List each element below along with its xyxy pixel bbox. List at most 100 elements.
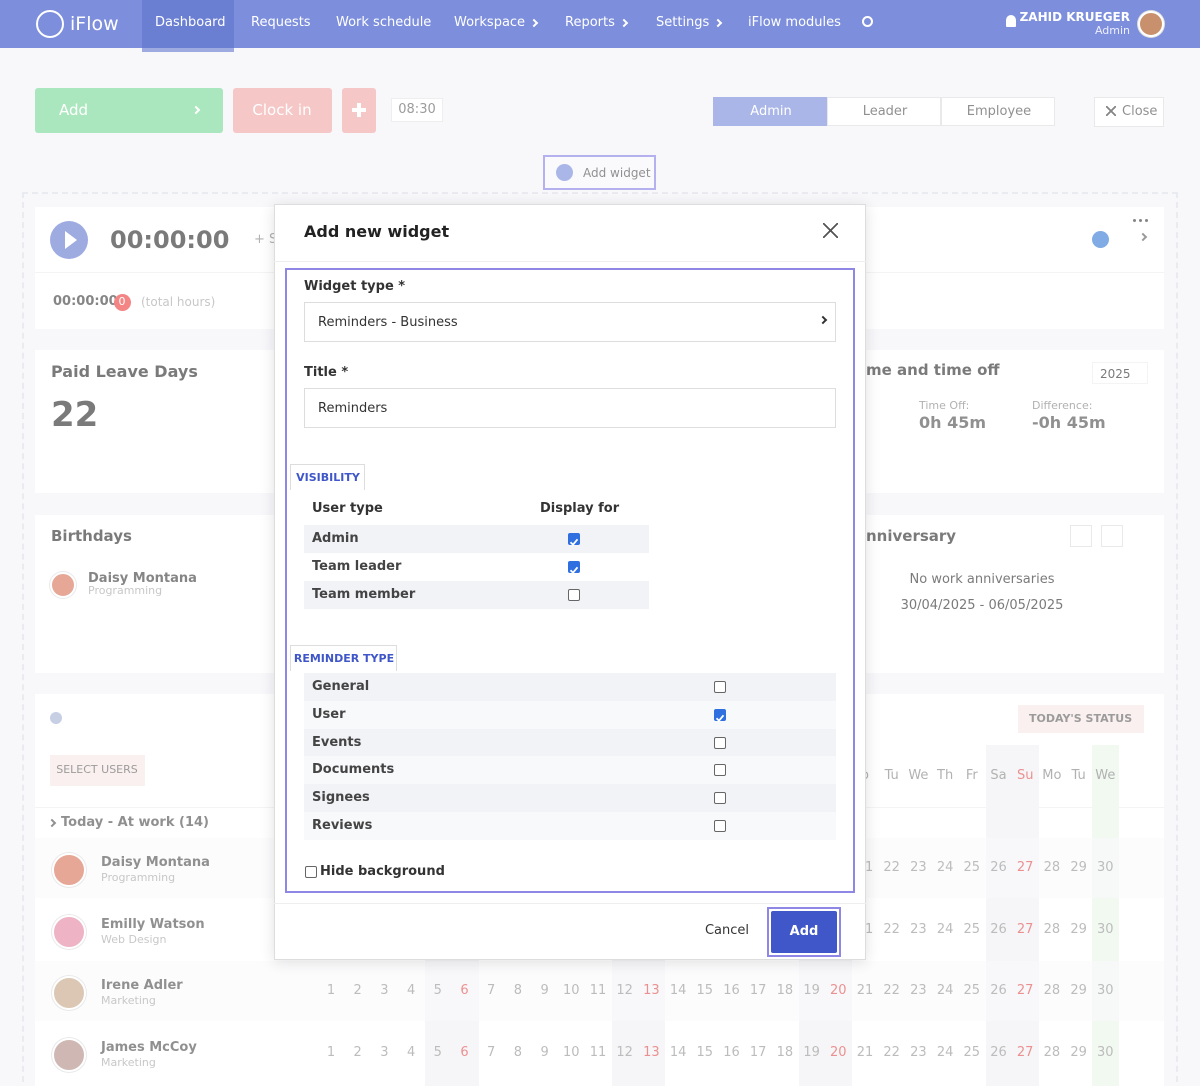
checkbox[interactable] [714, 708, 726, 722]
view-tab[interactable]: Leader [827, 97, 941, 126]
nav-active [142, 0, 234, 52]
view-tab[interactable]: Employee [941, 97, 1055, 126]
row-bg [304, 728, 836, 757]
title-input[interactable]: Reminders [304, 388, 836, 428]
nav-item[interactable]: Requests [251, 15, 311, 30]
day-number: 26 [990, 860, 1007, 875]
checkbox[interactable] [568, 561, 580, 575]
check-icon [569, 566, 579, 575]
clock-in-button[interactable]: Clock in [233, 88, 332, 133]
day-number: 24 [936, 1045, 954, 1061]
submit-label: Add [789, 924, 819, 939]
timer-note: (total hours) [141, 295, 216, 309]
time-off-title: me and time off [866, 361, 1000, 379]
day-number: 13 [643, 1045, 660, 1061]
checkbox[interactable] [714, 764, 726, 777]
view-label: Admin [750, 104, 792, 119]
day-number: 18 [776, 983, 794, 999]
status-filter[interactable]: TODAY'S STATUS [1018, 705, 1144, 733]
menu-dot [1145, 219, 1148, 222]
user-name: ZAHID KRUEGER [1019, 10, 1130, 24]
day-number: 2 [353, 983, 362, 999]
day-number: 13 [643, 983, 660, 999]
day-number: 12 [616, 983, 633, 999]
weekend-column [985, 745, 1013, 1086]
submit-highlight [767, 907, 841, 957]
nav-item[interactable]: Reports [565, 15, 615, 30]
anniversary-title: nniversary [866, 527, 957, 545]
nav-item[interactable]: iFlow modules [748, 15, 841, 30]
day-number: 20 [830, 983, 847, 999]
day-number: 3 [380, 983, 389, 999]
checkbox[interactable] [714, 736, 726, 749]
day-number: 14 [669, 983, 687, 999]
day-number: 25 [963, 983, 981, 999]
prev-button[interactable] [1070, 525, 1092, 547]
nav-item[interactable]: Dashboard [155, 15, 226, 30]
checkbox[interactable] [714, 792, 726, 805]
day-number: 24 [936, 983, 954, 999]
day-number: 18 [776, 1045, 794, 1061]
add-button[interactable]: Add [35, 88, 223, 133]
day-number: 7 [487, 983, 496, 999]
day-number: 29 [1070, 921, 1087, 937]
day-number: 3 [380, 1045, 389, 1061]
cancel-button[interactable]: Cancel [704, 923, 750, 938]
view-tab[interactable]: Admin [713, 97, 827, 126]
close-button[interactable]: Close [1094, 97, 1164, 127]
nav-item[interactable]: Settings [656, 15, 710, 30]
widget-type-select[interactable]: Reminders - Business [304, 302, 836, 342]
checkbox[interactable] [714, 681, 726, 693]
reminder-row: Signees [312, 790, 370, 806]
year: 2025 [1100, 367, 1131, 381]
checkbox[interactable] [714, 820, 726, 832]
visibility-tab: VISIBILITY [290, 464, 365, 490]
row-bg [304, 525, 649, 553]
birthday-name: Daisy Montana [88, 571, 197, 586]
day-number: 16 [723, 983, 740, 999]
checkbox[interactable] [305, 866, 317, 878]
reminder-type-label: REMINDER TYPE [293, 652, 395, 665]
widget-type-value: Reminders - Business [318, 315, 458, 330]
submit-button[interactable]: Add [771, 911, 837, 953]
reminder-row: Documents [312, 762, 395, 778]
next-button[interactable] [1101, 525, 1123, 547]
weekday: Th [937, 768, 954, 783]
day-number: 4 [406, 983, 416, 999]
day-number: 23 [910, 983, 927, 999]
display-for-header: Display for [540, 501, 620, 516]
select-users[interactable]: SELECT USERS [50, 755, 145, 786]
weekend-column [1012, 745, 1040, 1086]
timer-hint: + S [254, 232, 278, 247]
year-select[interactable]: 2025 [1092, 362, 1148, 384]
visibility-row: Team member [312, 587, 416, 602]
menu-dot [1133, 219, 1136, 222]
avatar [1138, 11, 1164, 37]
form-highlight [285, 268, 855, 893]
day-number: 14 [669, 1045, 687, 1061]
user-role: Admin [1094, 24, 1130, 37]
paid-leave-value: 22 [51, 395, 99, 435]
weekday: Tu [1071, 768, 1086, 783]
day-number: 26 [990, 921, 1007, 937]
day-number: 22 [883, 921, 900, 937]
clock-in-label: Clock in [252, 101, 312, 119]
check-icon [715, 714, 725, 722]
title-value: Reminders [318, 401, 388, 416]
day-number: 10 [563, 983, 580, 999]
day-number: 9 [540, 983, 549, 999]
add-widget[interactable]: Add widget [543, 155, 656, 190]
timer-clock: 00:00:00 [110, 226, 230, 254]
check-icon [569, 538, 579, 547]
checkbox[interactable] [568, 533, 580, 547]
nav-item[interactable]: Workspace [454, 15, 526, 30]
add-widget-label: Add widget [583, 166, 651, 180]
nav-item[interactable]: Work schedule [336, 15, 432, 30]
checkbox[interactable] [568, 589, 580, 601]
modal-close[interactable] [823, 223, 838, 238]
reminder-row: General [312, 679, 370, 694]
birthday-dept: Programming [88, 584, 163, 597]
row-bg [304, 700, 836, 729]
day-number: 30 [1097, 983, 1114, 999]
